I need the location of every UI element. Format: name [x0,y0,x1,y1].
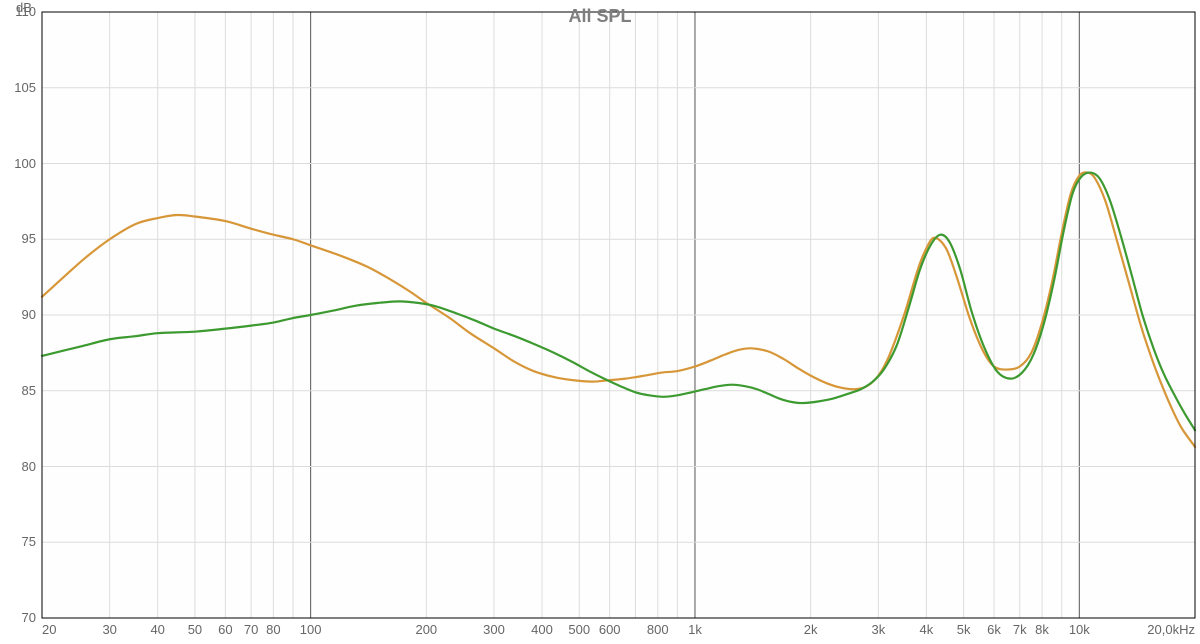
x-tick-label: 20 [42,622,56,637]
x-tick-label: 6k [987,622,1001,637]
x-tick-label: 50 [188,622,202,637]
x-tick-label: 5k [957,622,971,637]
x-tick-label: 2k [804,622,818,637]
x-tick-label: 80 [266,622,280,637]
y-tick-label: 105 [14,80,36,95]
x-tick-label: 40 [150,622,164,637]
chart-svg [0,0,1200,644]
x-tick-label: 200 [415,622,437,637]
x-tick-label: 10k [1069,622,1090,637]
y-tick-label: 70 [22,610,36,625]
y-tick-label: 75 [22,534,36,549]
x-tick-label: 500 [568,622,590,637]
spl-chart: All SPL dB 70758085909510010511020304050… [0,0,1200,644]
y-tick-label: 110 [15,4,36,19]
x-tick-label: 30 [102,622,116,637]
y-tick-label: 95 [22,231,36,246]
x-tick-label: 70 [244,622,258,637]
x-tick-label: 600 [599,622,621,637]
y-tick-label: 100 [14,156,36,171]
x-tick-label: 7k [1013,622,1027,637]
x-tick-label: 20,0kHz [1147,622,1195,637]
chart-title: All SPL [0,6,1200,27]
x-tick-label: 1k [688,622,702,637]
y-tick-label: 85 [22,383,36,398]
x-tick-label: 3k [871,622,885,637]
x-tick-label: 60 [218,622,232,637]
x-tick-label: 800 [647,622,669,637]
x-tick-label: 8k [1035,622,1049,637]
y-tick-label: 80 [22,459,36,474]
x-tick-label: 4k [919,622,933,637]
y-tick-label: 90 [22,307,36,322]
x-tick-label: 400 [531,622,553,637]
x-tick-label: 100 [300,622,322,637]
x-tick-label: 300 [483,622,505,637]
